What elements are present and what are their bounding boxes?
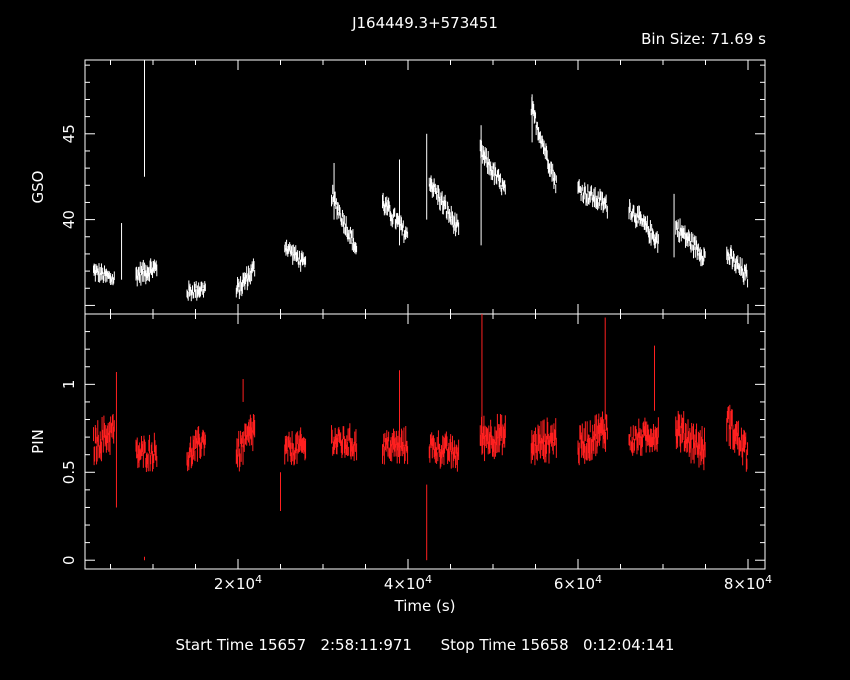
start-time-label: Start Time 15657	[175, 636, 307, 654]
time-range-footer: Start Time 15657 2:58:11:971 Stop Time 1…	[0, 636, 850, 654]
x-tick-label: 6×104	[554, 573, 602, 593]
y-tick-label: 45	[60, 124, 78, 143]
bin-size-label: Bin Size: 71.69 s	[641, 30, 766, 48]
x-axis-label: Time (s)	[394, 597, 456, 615]
y-tick-label: 1	[60, 380, 78, 390]
y-tick-label: 0.5	[60, 460, 78, 484]
x-tick-label: 4×104	[384, 573, 432, 593]
x-tick-label: 8×104	[724, 573, 772, 593]
y-tick-label: 40	[60, 210, 78, 229]
panel-frame	[84, 313, 766, 570]
y-axis-label: GSO	[29, 171, 47, 204]
stop-time-value: 0:12:04:141	[582, 636, 675, 654]
y-tick-label: 0	[60, 555, 78, 565]
start-time-value: 2:58:11:971	[320, 636, 412, 654]
chart-title: J164449.3+573451	[352, 14, 498, 32]
panel-frame	[84, 59, 766, 315]
stop-time-label: Stop Time 15658	[440, 636, 569, 654]
x-tick-label: 2×104	[214, 573, 262, 593]
y-axis-label: PIN	[29, 429, 47, 454]
